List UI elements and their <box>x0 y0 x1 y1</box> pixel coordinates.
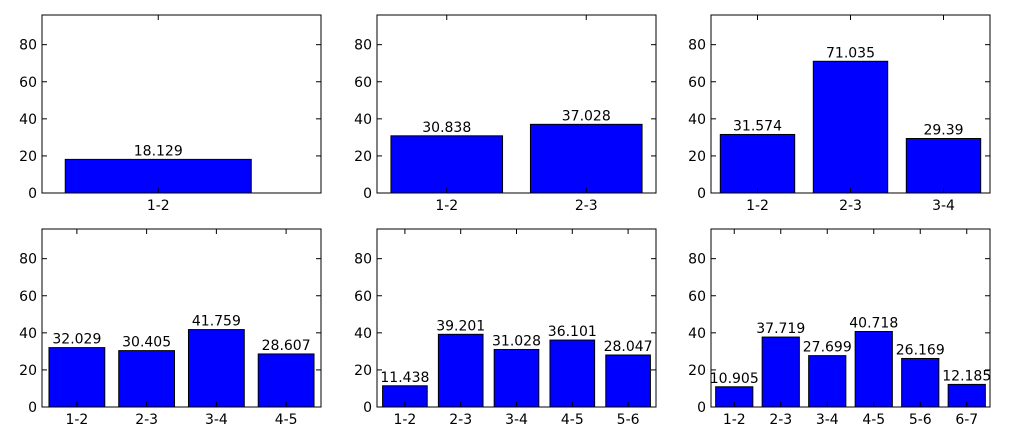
bar <box>719 133 796 194</box>
y-tick-label: 0 <box>363 400 372 416</box>
x-tick-label: 4-5 <box>561 412 584 428</box>
y-tick-label: 40 <box>688 112 706 128</box>
y-tick-label: 0 <box>697 186 706 202</box>
bar <box>549 339 596 408</box>
y-tick-label: 0 <box>697 400 706 416</box>
x-tick-label: 4-5 <box>862 412 885 428</box>
y-tick-label: 60 <box>354 289 372 305</box>
y-tick-label: 60 <box>688 289 706 305</box>
x-tick-label: 1-2 <box>147 198 170 214</box>
y-tick-label: 60 <box>354 75 372 91</box>
data-label: 28.047 <box>604 339 653 355</box>
x-tick-label: 4-5 <box>275 412 298 428</box>
x-tick-label: 1-2 <box>65 412 88 428</box>
x-tick-label: 5-6 <box>909 412 932 428</box>
y-tick-label: 0 <box>28 186 37 202</box>
x-tick-label: 6-7 <box>955 412 978 428</box>
x-tick-label: 1-2 <box>723 412 746 428</box>
x-tick-label: 3-4 <box>932 198 955 214</box>
bar <box>529 123 643 194</box>
axes-frame <box>710 228 991 408</box>
bar <box>118 350 176 408</box>
data-label: 27.699 <box>803 340 852 356</box>
y-tick-label: 40 <box>688 326 706 342</box>
axes-frame <box>41 228 322 408</box>
x-tick-label: 3-4 <box>816 412 839 428</box>
y-tick-label: 40 <box>19 112 37 128</box>
bar <box>854 331 893 408</box>
bar <box>64 158 252 194</box>
data-label: 36.101 <box>548 324 597 340</box>
x-tick-label: 3-4 <box>505 412 528 428</box>
bar <box>905 138 982 194</box>
y-tick-label: 20 <box>688 363 706 379</box>
bar <box>437 333 484 408</box>
data-label: 32.029 <box>52 332 101 348</box>
bar <box>605 354 651 408</box>
bar <box>257 353 315 408</box>
data-label: 71.035 <box>826 45 875 61</box>
y-tick-label: 80 <box>688 252 706 268</box>
y-tick-label: 0 <box>28 400 37 416</box>
data-label: 11.438 <box>380 370 429 386</box>
y-tick-label: 80 <box>354 252 372 268</box>
bar <box>493 348 540 408</box>
y-tick-label: 40 <box>19 326 37 342</box>
data-label: 40.718 <box>849 316 898 332</box>
bar <box>812 60 889 194</box>
y-tick-label: 20 <box>19 363 37 379</box>
data-label: 37.719 <box>756 321 805 337</box>
y-tick-label: 80 <box>19 38 37 54</box>
axes-frame <box>710 14 991 194</box>
x-tick-label: 3-4 <box>205 412 228 428</box>
bar <box>761 336 800 408</box>
y-tick-label: 20 <box>19 149 37 165</box>
data-label: 41.759 <box>192 314 241 330</box>
y-tick-label: 80 <box>354 38 372 54</box>
y-tick-label: 60 <box>688 75 706 91</box>
data-label: 12.185 <box>942 368 991 384</box>
data-label: 31.028 <box>492 333 541 349</box>
data-label: 18.129 <box>134 143 183 159</box>
axes-frame <box>376 14 657 194</box>
data-label: 37.028 <box>562 108 611 124</box>
x-tick-label: 2-3 <box>449 412 472 428</box>
bar <box>390 135 504 194</box>
y-tick-label: 40 <box>354 112 372 128</box>
bar <box>901 357 940 408</box>
data-label: 10.905 <box>710 371 759 387</box>
y-tick-label: 80 <box>688 38 706 54</box>
axes-frame <box>41 14 322 194</box>
y-tick-label: 40 <box>354 326 372 342</box>
y-tick-label: 60 <box>19 289 37 305</box>
bar <box>808 355 847 408</box>
data-label: 28.607 <box>262 338 311 354</box>
data-label: 30.838 <box>422 120 471 136</box>
y-tick-label: 0 <box>363 186 372 202</box>
bar <box>187 329 245 408</box>
data-label: 29.39 <box>923 123 963 139</box>
data-label: 39.201 <box>436 318 485 334</box>
axes-frame <box>376 228 657 408</box>
y-tick-label: 60 <box>19 75 37 91</box>
data-label: 30.405 <box>122 335 171 351</box>
bar <box>48 347 106 408</box>
x-tick-label: 2-3 <box>575 198 598 214</box>
x-tick-label: 1-2 <box>746 198 769 214</box>
data-label: 26.169 <box>896 342 945 358</box>
y-tick-label: 20 <box>354 363 372 379</box>
y-tick-label: 80 <box>19 252 37 268</box>
x-tick-label: 1-2 <box>435 198 458 214</box>
x-tick-label: 2-3 <box>135 412 158 428</box>
x-tick-label: 5-6 <box>617 412 640 428</box>
x-tick-label: 1-2 <box>393 412 416 428</box>
x-tick-label: 2-3 <box>769 412 792 428</box>
x-tick-label: 2-3 <box>839 198 862 214</box>
y-tick-label: 20 <box>688 149 706 165</box>
data-label: 31.574 <box>733 118 782 134</box>
y-tick-label: 20 <box>354 149 372 165</box>
